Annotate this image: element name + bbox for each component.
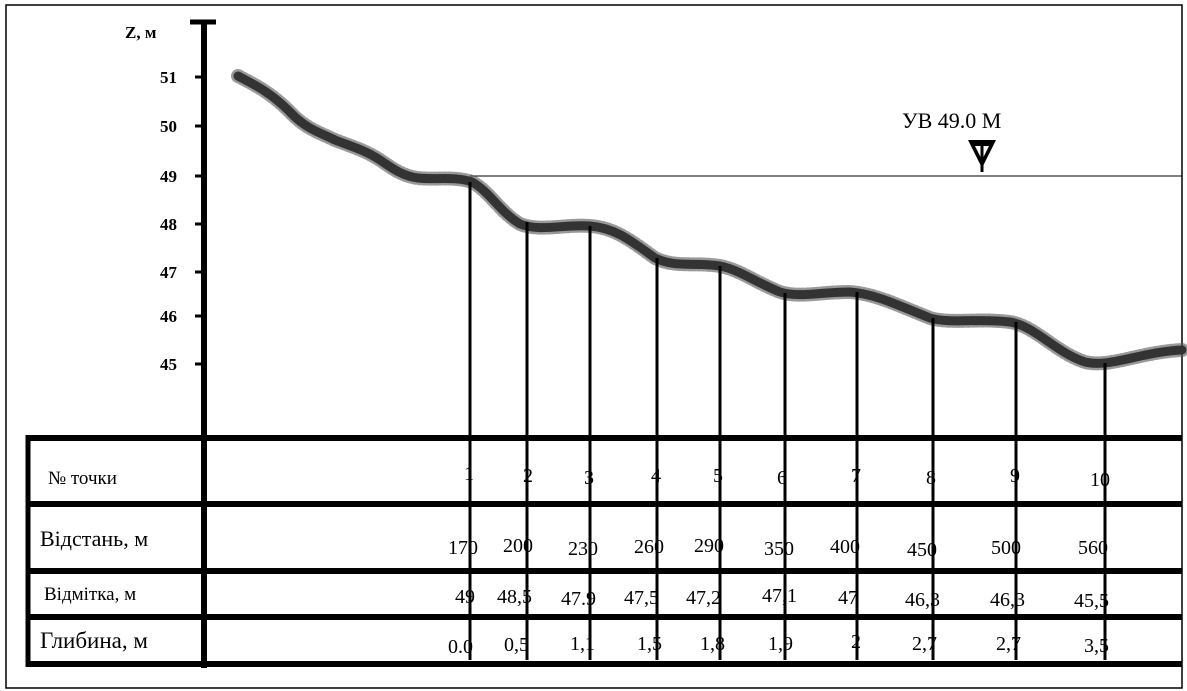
point-number: 4: [651, 465, 661, 487]
data-table-grid: [25, 435, 1182, 667]
z-axis-ticks: 51 50 49 48 47 46 45: [160, 68, 204, 374]
distance-value: 350: [764, 538, 794, 560]
elevation-value: 48,5: [497, 586, 532, 608]
elevation-row: 49 48,5 47.9 47,5 47,2 47,1 47 46,3 46,3…: [455, 585, 1109, 612]
point-number-row: 1 2 3 4 5 6 7 8 9 10: [464, 463, 1110, 491]
distance-value: 500: [991, 537, 1021, 559]
riverbed-profile-band: [233, 71, 1187, 368]
distance-value: 400: [830, 536, 860, 558]
z-tick-label: 46: [160, 307, 177, 326]
elevation-value: 49: [455, 586, 475, 608]
depth-value: 2,7: [996, 633, 1021, 655]
depth-value: 0,5: [504, 634, 529, 656]
depth-value: 2: [851, 631, 861, 653]
elevation-value: 47,2: [686, 587, 721, 609]
water-level-label: УВ 49.0 М: [902, 108, 1001, 133]
elevation-value: 47.9: [561, 588, 596, 610]
distance-value: 230: [568, 538, 598, 560]
row-header-point: № точки: [48, 468, 117, 489]
z-tick-label: 48: [160, 215, 177, 234]
point-number: 3: [584, 467, 594, 489]
depth-value: 1,1: [570, 633, 595, 655]
distance-row: 170 200 230 260 290 350 400 450 500 560: [448, 535, 1108, 561]
depth-value: 1,5: [637, 633, 662, 655]
elevation-value: 46,3: [905, 589, 940, 611]
station-lines: [468, 182, 1107, 660]
distance-value: 560: [1078, 537, 1108, 559]
elevation-value: 47: [838, 587, 858, 609]
z-axis-label: Z, м: [125, 23, 157, 42]
distance-value: 260: [634, 536, 664, 558]
depth-value: 3,5: [1084, 635, 1109, 657]
elevation-value: 47,5: [624, 587, 659, 609]
depth-value: 1,8: [700, 633, 725, 655]
point-number: 10: [1090, 469, 1110, 491]
riverbed-profile: [231, 69, 1187, 371]
depth-row: 0.0 0,5 1,1 1,5 1,8 1,9 2 2,7 2,7 3,5: [448, 631, 1109, 658]
point-number: 6: [777, 467, 787, 489]
z-tick-label: 47: [160, 263, 178, 282]
outer-border: [5, 4, 1183, 689]
distance-value: 200: [503, 535, 533, 557]
point-number: 8: [926, 467, 936, 489]
point-number: 7: [851, 465, 861, 487]
point-number: 5: [713, 465, 723, 487]
distance-value: 170: [448, 537, 478, 559]
z-tick-label: 49: [160, 167, 177, 186]
z-tick-label: 51: [160, 68, 177, 87]
riverbed-profile-noise: [231, 69, 1187, 371]
elevation-value: 46,3: [990, 589, 1025, 611]
distance-value: 290: [694, 535, 724, 557]
row-header-depth: Глибина, м: [40, 628, 148, 653]
point-number: 1: [464, 463, 474, 485]
row-header-elevation: Відмітка, м: [44, 584, 136, 605]
point-number: 9: [1010, 465, 1020, 487]
elevation-value: 45,5: [1074, 590, 1109, 612]
depth-value: 2,7: [912, 633, 937, 655]
z-tick-label: 45: [160, 355, 177, 374]
elevation-value: 47,1: [762, 585, 797, 607]
distance-value: 450: [907, 539, 937, 561]
water-level-marker-icon: [968, 140, 996, 172]
point-number: 2: [523, 465, 533, 487]
z-tick-label: 50: [160, 117, 177, 136]
row-header-distance: Відстань, м: [40, 526, 148, 551]
depth-value: 1,9: [768, 633, 793, 655]
depth-value: 0.0: [448, 636, 473, 658]
